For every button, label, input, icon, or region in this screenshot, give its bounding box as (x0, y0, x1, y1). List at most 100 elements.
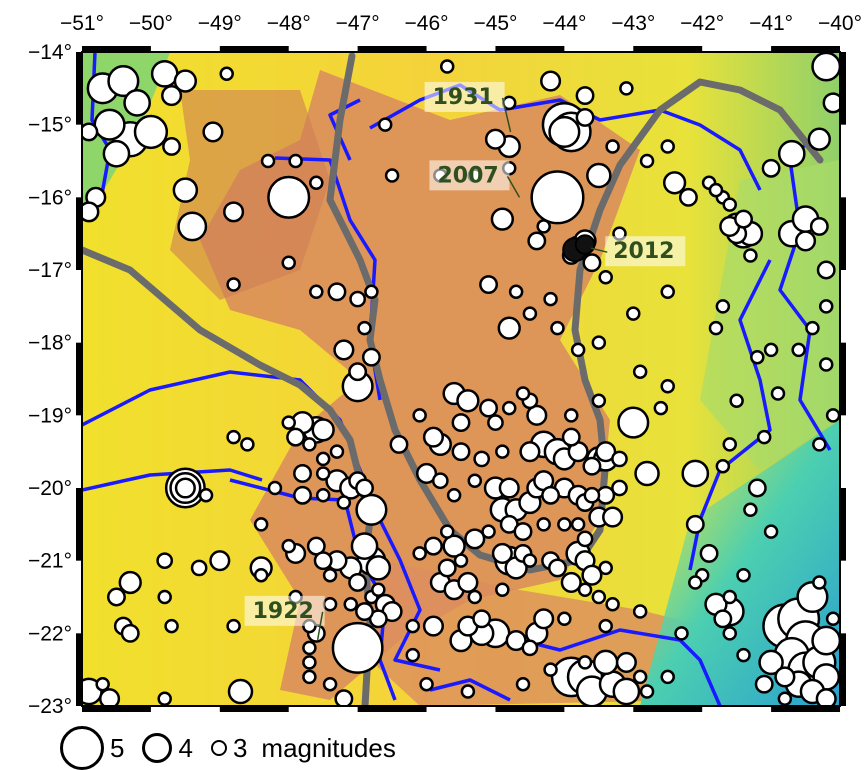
legend-label-mag3: 3 (232, 732, 248, 763)
earthquake-event (157, 691, 172, 706)
earthquake-event (750, 349, 765, 365)
earthquake-event (315, 451, 331, 467)
earthquake-event (223, 201, 245, 223)
year-annotations: 1931 2007 2012 1922 (244, 81, 686, 640)
terrain-highland-west (170, 90, 330, 300)
frame-bar-right (840, 633, 846, 706)
earthquake-event (497, 316, 521, 340)
lat-tick-label: −17° (28, 259, 72, 282)
earthquake-event (685, 514, 705, 534)
earthquake-event (505, 630, 527, 652)
earthquake-event (816, 260, 836, 280)
earthquake-event (439, 59, 455, 74)
earthquake-event (498, 477, 520, 499)
lon-tick-label: −43° (611, 12, 655, 35)
earthquake-event (156, 552, 174, 570)
earthquake-event (123, 89, 151, 117)
earthquake-event (811, 52, 840, 82)
earthquake-event (536, 517, 551, 532)
earthquake-event (508, 284, 524, 300)
earthquake-event (467, 589, 483, 605)
earthquake-event (348, 362, 368, 382)
earthquake-event (487, 414, 504, 431)
lat-tick-label: −19° (28, 404, 72, 427)
earthquake-event (219, 66, 234, 82)
earthquake-event (747, 478, 767, 498)
earthquake-event (384, 168, 400, 183)
earthquake-event (536, 219, 551, 234)
earthquake-event (288, 153, 303, 169)
earthquake-event (533, 608, 555, 630)
earthquake-event (451, 413, 471, 433)
frame-bar-bottom (82, 706, 151, 712)
earthquake-event (253, 517, 269, 532)
frame-bar-left (76, 342, 82, 416)
earthquake-event (322, 676, 338, 692)
earthquake-event (422, 615, 444, 637)
latitude-tick-labels: −14° −15° −16° −17° −18° −19° −20° −21° −22° −23° (28, 41, 72, 718)
earthquake-event (99, 688, 121, 706)
earthquake-event (577, 655, 593, 670)
legend-label-mag4: 4 (178, 732, 193, 763)
earthquake-event (150, 59, 179, 88)
earthquake-event (161, 85, 183, 107)
annotation-leader (316, 611, 324, 640)
earthquake-event (770, 386, 786, 401)
legend-item-mag3: 3 (210, 732, 248, 764)
earthquake-event (632, 364, 648, 379)
earthquake-event (570, 517, 586, 532)
earthquake-event (313, 551, 333, 571)
earthquake-event (581, 564, 603, 586)
earthquake-event (431, 472, 449, 490)
earthquake-event (419, 676, 434, 692)
earthquake-event (451, 442, 471, 462)
earthquake-event (209, 550, 231, 572)
earthquake-event (639, 684, 655, 699)
earthquake-event (815, 688, 837, 706)
earthquake-event (632, 669, 648, 685)
earthquake-event (632, 604, 648, 619)
earthquake-event (349, 290, 366, 308)
lat-tick-label: −14° (28, 41, 72, 64)
earthquake-event (350, 532, 379, 560)
frame-bar-bottom (771, 706, 840, 712)
earthquake-event (619, 81, 634, 96)
earthquake-event (327, 282, 347, 302)
earthquake-event (467, 473, 483, 488)
earthquake-event (133, 114, 169, 150)
earthquake-event (825, 611, 840, 627)
earthquake-event (548, 558, 567, 578)
earthquake-event (357, 320, 372, 336)
earthquake-event (293, 485, 312, 505)
earthquake-event (592, 649, 619, 676)
earthquake-event (377, 117, 393, 132)
graticule-bars (76, 46, 846, 712)
earthquake-event (361, 347, 381, 367)
lat-tick-label: −20° (28, 477, 72, 500)
frame-bar-top (633, 46, 703, 52)
annotation-background (429, 160, 510, 191)
earthquake-event (457, 571, 479, 594)
earthquake-event (473, 450, 491, 468)
earthquake-event (612, 677, 641, 706)
earthquake-event (564, 408, 579, 423)
earthquake-event (355, 493, 388, 526)
annotation-leader (501, 97, 512, 133)
earthquake-event (495, 444, 510, 459)
frame-bar-left (76, 488, 82, 561)
lat-tick-label: −16° (28, 186, 72, 209)
earthquake-event (329, 444, 345, 459)
earthquake-event (260, 153, 276, 169)
legend-item-mag5: 5 (60, 726, 124, 770)
earthquake-event (715, 458, 731, 474)
earthquake-event (484, 128, 507, 150)
earthquake-event (174, 477, 196, 499)
earthquake-event (615, 651, 637, 673)
earthquake-event (674, 626, 689, 641)
earthquake-event (754, 674, 774, 694)
earthquake-event (309, 175, 324, 191)
legend-circle-mag5 (60, 726, 104, 770)
earthquake-event (699, 543, 719, 563)
earthquake-event (460, 684, 476, 699)
frame-bar-top (82, 46, 151, 52)
